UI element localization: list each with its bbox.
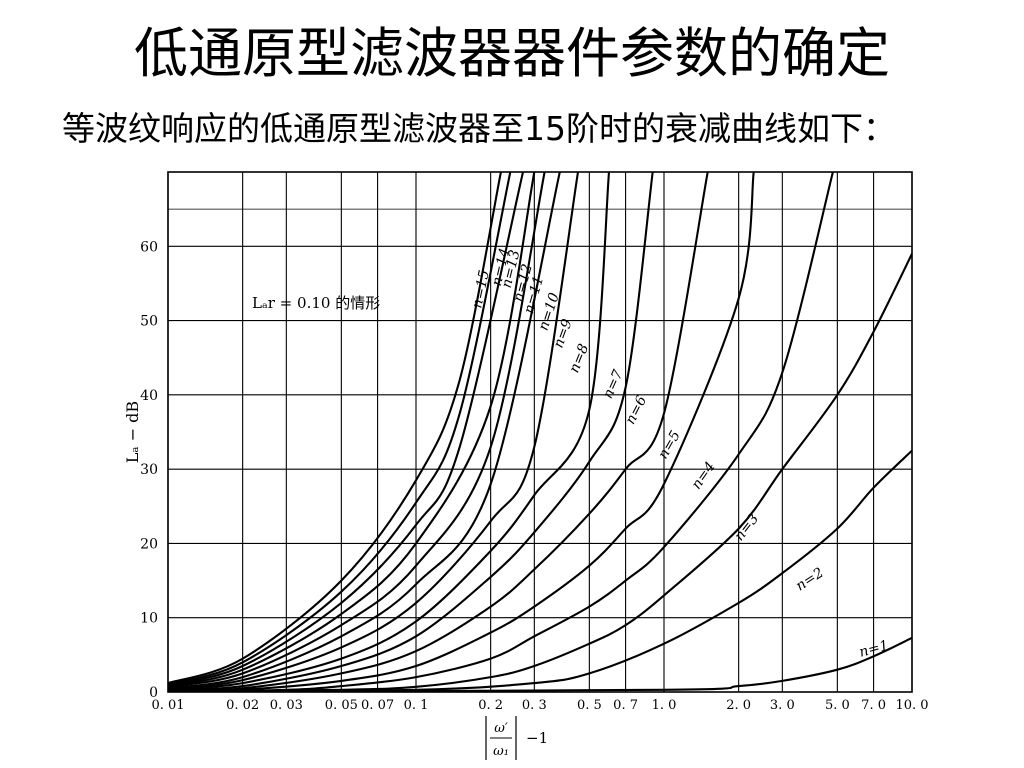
slide-body-text: 等波纹响应的低通原型滤波器至15阶时的衰减曲线如下： [62,109,896,148]
y-tick-label: 40 [140,388,158,404]
series-line-n-14 [168,172,512,686]
x-tick-label: 5. 0 [825,698,850,713]
y-tick-label: 20 [140,536,158,552]
series-layer [168,172,912,692]
x-label-denominator: ω₁ [493,744,509,759]
x-tick-label: 7. 0 [861,698,886,713]
slide-title: 低通原型滤波器器件参数的确定 [134,22,890,85]
series-line-n-7 [168,172,654,692]
x-tick-label: 10. 0 [895,698,928,713]
x-label-numerator: ω′ [494,721,508,736]
series-line-n-1 [168,636,912,692]
series-label-n-8: n=8 [566,342,592,376]
grid-layer [167,171,913,693]
x-tick-label: 0. 3 [522,698,547,713]
series-line-n-11 [168,172,546,688]
series-line-n-15 [168,172,502,685]
y-tick-label: 0 [149,685,158,701]
y-tick-label: 10 [140,611,158,627]
series-line-n-3 [168,253,912,692]
x-tick-label: 2. 0 [726,698,751,713]
x-tick-label: 0. 02 [226,698,259,713]
x-tick-label: 0. 03 [270,698,303,713]
series-line-n-6 [168,172,709,692]
plot-frame [167,171,913,693]
x-tick-label: 3. 0 [770,698,795,713]
x-tick-label: 0. 07 [361,698,394,713]
series-label-n-15: n=15 [469,269,493,310]
series-line-n-12 [168,172,536,688]
x-tick-label: 0. 7 [613,698,638,713]
x-tick-label: 1. 0 [652,698,677,713]
series-label-n-1: n=1 [858,638,891,661]
series-line-n-9 [168,172,580,691]
y-tick-label: 30 [140,462,158,478]
series-line-n-2 [168,449,912,692]
series-line-n-4 [168,172,834,692]
y-axis-label: Lₐ − dB [123,401,142,463]
x-tick-label: 0. 01 [151,698,184,713]
series-line-n-8 [168,172,611,691]
series-label-n-3: n=3 [731,511,762,544]
x-label-minus-one: −1 [526,729,548,747]
series-line-n-10 [168,172,561,690]
x-tick-label: 0. 5 [577,698,602,713]
series-label-n-5: n=5 [655,428,684,462]
y-tick-label: 60 [140,239,158,255]
y-tick-label: 50 [140,314,158,330]
series-label-n-2: n=2 [793,565,827,595]
x-tick-label: 0. 2 [478,698,503,713]
series-line-n-13 [168,172,525,687]
x-tick-label: 0. 1 [404,698,429,713]
series-line-n-5 [168,172,755,692]
series-label-n-9: n=9 [551,317,576,350]
series-label-n-6: n=6 [623,393,651,427]
label-layer: 0. 01 0. 02 0. 03 0. 05 0. 07 0. 1 0. 2 0. 3 0. … [123,239,929,760]
chart-annotation: Lₐr = 0.10 的情形 [252,294,380,312]
x-tick-label: 0. 05 [325,698,358,713]
